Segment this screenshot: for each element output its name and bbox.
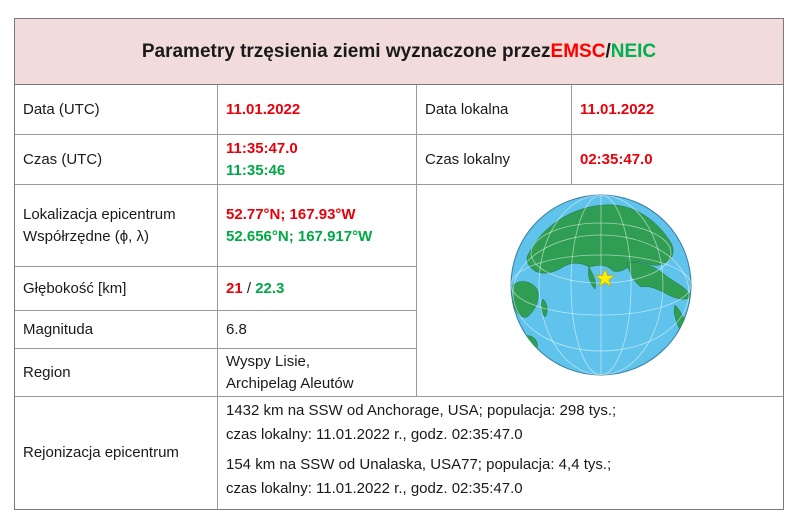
time-utc-value: 11:35:47.0 11:35:46: [218, 135, 417, 185]
date-local-value: 11.01.2022: [572, 85, 783, 135]
table-title: Parametry trzęsienia ziemi wyznaczone pr…: [15, 19, 783, 85]
location-label: Lokalizacja epicentrum Współrzędne (ϕ, λ…: [15, 185, 218, 267]
location-neic: 52.656°N; 167.917°W: [226, 227, 373, 245]
title-slash: /: [605, 40, 611, 62]
regionalization-anchorage-time: czas lokalny: 11.01.2022 r., godz. 02:35…: [226, 426, 523, 443]
time-utc-label: Czas (UTC): [15, 135, 218, 185]
date-local-label: Data lokalna: [417, 85, 572, 135]
region-label: Region: [15, 349, 218, 397]
epicenter-globe-cell: [417, 185, 783, 397]
location-value: 52.77°N; 167.93°W 52.656°N; 167.917°W: [218, 185, 417, 267]
regionalization-unalaska-time: czas lokalny: 11.01.2022 r., godz. 02:35…: [226, 480, 523, 497]
depth-label: Głębokość [km]: [15, 267, 218, 311]
earthquake-parameters-table: Parametry trzęsienia ziemi wyznaczone pr…: [14, 18, 784, 510]
regionalization-label: Rejonizacja epicentrum: [15, 397, 218, 509]
time-utc-neic: 11:35:46: [226, 161, 286, 179]
region-value: Wyspy Lisie, Archipelag Aleutów: [218, 349, 417, 397]
time-local-label: Czas lokalny: [417, 135, 572, 185]
magnitude-value: 6.8: [218, 311, 417, 349]
time-local-value: 02:35:47.0: [572, 135, 783, 185]
magnitude-label: Magnituda: [15, 311, 218, 349]
depth-value: 21 / 22.3: [218, 267, 417, 311]
time-utc-emsc: 11:35:47.0: [226, 139, 298, 157]
star-marker: [594, 268, 616, 288]
date-utc-value: 11.01.2022: [218, 85, 417, 135]
title-emsc: EMSC: [550, 40, 606, 62]
regionalization-anchorage: 1432 km na SSW od Anchorage, USA; popula…: [226, 402, 617, 419]
title-text: Parametry trzęsienia ziemi wyznaczone pr…: [141, 40, 551, 62]
date-utc-label: Data (UTC): [15, 85, 218, 135]
globe-map: [510, 194, 692, 376]
location-emsc: 52.77°N; 167.93°W: [226, 205, 356, 223]
regionalization-unalaska: 154 km na SSW od Unalaska, USA77; popula…: [226, 456, 612, 473]
regionalization-value: 1432 km na SSW od Anchorage, USA; popula…: [218, 397, 783, 509]
title-neic: NEIC: [610, 40, 657, 62]
